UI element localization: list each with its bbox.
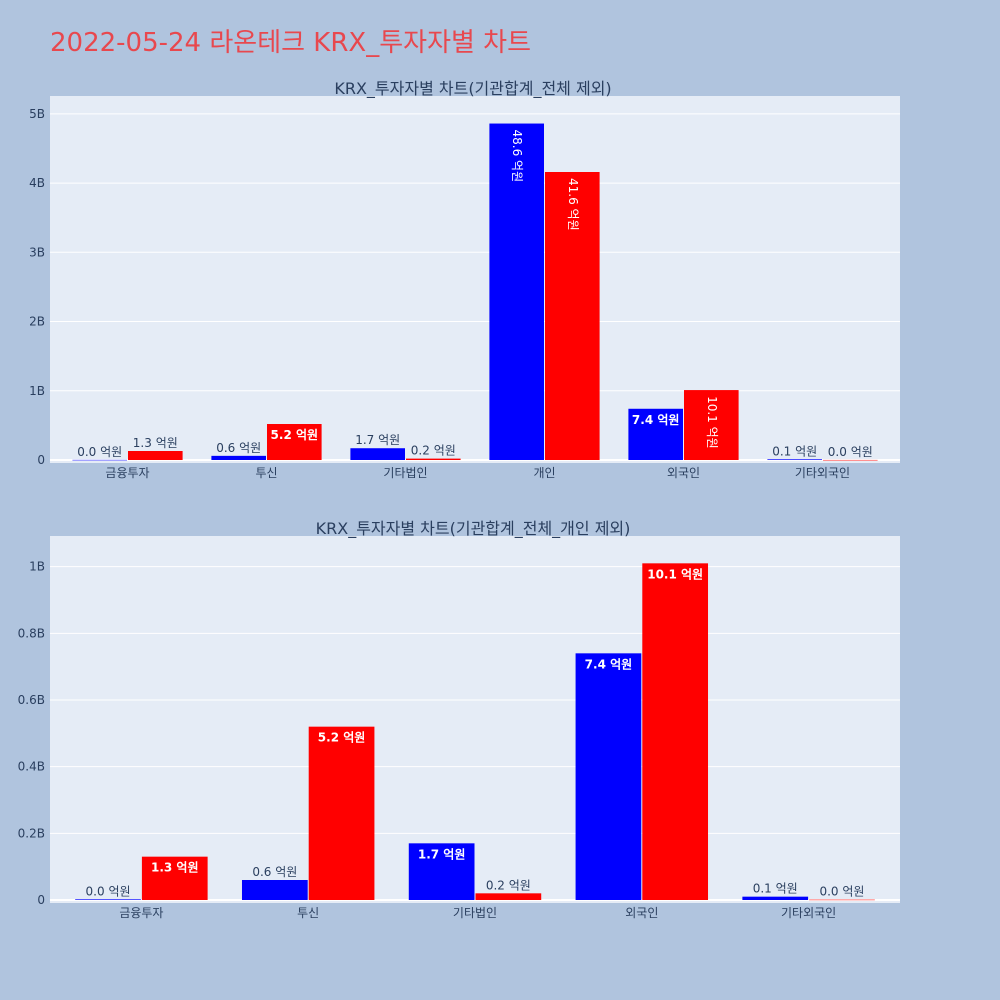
- y-tick-label: 5B: [29, 107, 45, 121]
- x-tick-label: 개인: [533, 466, 555, 480]
- bar: [308, 726, 375, 900]
- y-tick-label: 0: [37, 893, 45, 907]
- y-tick-label: 2B: [29, 315, 45, 329]
- data-label: 7.4 억원: [585, 657, 633, 671]
- y-tick-label: 0.6B: [18, 693, 45, 707]
- bar: [628, 408, 683, 460]
- data-label: 1.3 억원: [133, 436, 178, 450]
- bar: [267, 424, 322, 460]
- bar: [75, 899, 141, 900]
- x-tick-label: 투신: [297, 906, 319, 920]
- data-label: 0.2 억원: [411, 444, 456, 458]
- data-label: 5.2 억원: [271, 428, 319, 442]
- data-label: 5.2 억원: [318, 731, 366, 745]
- bar: [475, 893, 542, 900]
- data-label: 0.0 억원: [86, 884, 131, 898]
- bar: [575, 653, 642, 900]
- data-label: 0.6 억원: [216, 441, 261, 455]
- y-tick-label: 0.8B: [18, 626, 45, 640]
- bar: [141, 856, 208, 900]
- bar: [809, 899, 875, 901]
- y-tick-label: 1B: [29, 384, 45, 398]
- bar: [408, 843, 475, 900]
- data-label: 0.6 억원: [252, 865, 297, 879]
- chart-title: KRX_투자자별 차트(기관합계_전체_개인 제외): [316, 519, 631, 539]
- data-label: 0.0 억원: [819, 885, 864, 899]
- x-tick-label: 금융투자: [119, 906, 163, 920]
- data-label: 10.1 억원: [705, 396, 719, 449]
- page-title: 2022-05-24 라온테크 KRX_투자자별 차트: [50, 28, 532, 58]
- x-tick-label: 외국인: [625, 906, 658, 920]
- plot-area: [50, 536, 900, 903]
- bar: [823, 459, 878, 461]
- y-tick-label: 0: [37, 453, 45, 467]
- bar: [489, 123, 544, 461]
- y-tick-label: 3B: [29, 245, 45, 259]
- x-tick-label: 투신: [255, 466, 277, 480]
- bar: [684, 390, 739, 460]
- data-label: 0.1 억원: [772, 444, 817, 458]
- y-tick-label: 4B: [29, 176, 45, 190]
- bar: [642, 563, 709, 900]
- x-tick-label: 기타외국인: [781, 906, 836, 920]
- chart-bottom: 0 0.2B 0.4B 0.6B 0.8B 1B KRX_투자자별 차트(기관합계_전체_개…: [18, 519, 900, 920]
- data-label: 1.3 억원: [151, 861, 199, 875]
- data-label: 41.6 억원: [566, 178, 580, 231]
- data-label: 0.2 억원: [486, 878, 531, 892]
- bar: [767, 459, 822, 460]
- data-label: 10.1 억원: [647, 567, 703, 581]
- bar: [72, 459, 127, 461]
- data-label: 0.1 억원: [753, 882, 798, 896]
- bar: [545, 172, 600, 460]
- y-tick-label: 0.4B: [18, 760, 45, 774]
- bar: [128, 451, 183, 460]
- bar: [211, 455, 266, 460]
- bar: [406, 458, 461, 460]
- x-tick-label: 금융투자: [105, 466, 149, 480]
- chart-top: 0 1B 2B 3B 4B 5B KRX_투자자별 차트(기관합계_전체 제외) 금융투자 0.…: [29, 79, 900, 480]
- x-tick-label: 기타법인: [383, 466, 427, 480]
- bar: [241, 880, 308, 900]
- data-label: 1.7 억원: [418, 847, 466, 861]
- chart-title: KRX_투자자별 차트(기관합계_전체 제외): [334, 79, 611, 99]
- data-label: 0.0 억원: [77, 445, 122, 459]
- data-label: 0.0 억원: [828, 445, 873, 459]
- bar: [350, 448, 405, 460]
- data-label: 1.7 억원: [355, 433, 400, 447]
- x-tick-label: 기타법인: [453, 906, 497, 920]
- y-tick-label: 0.2B: [18, 826, 45, 840]
- data-label: 7.4 억원: [632, 413, 680, 427]
- x-tick-label: 기타외국인: [795, 466, 850, 480]
- y-tick-label: 1B: [29, 560, 45, 574]
- bar: [742, 896, 809, 900]
- plot-area: [50, 96, 900, 463]
- x-tick-label: 외국인: [667, 466, 700, 480]
- data-label: 48.6 억원: [510, 130, 524, 183]
